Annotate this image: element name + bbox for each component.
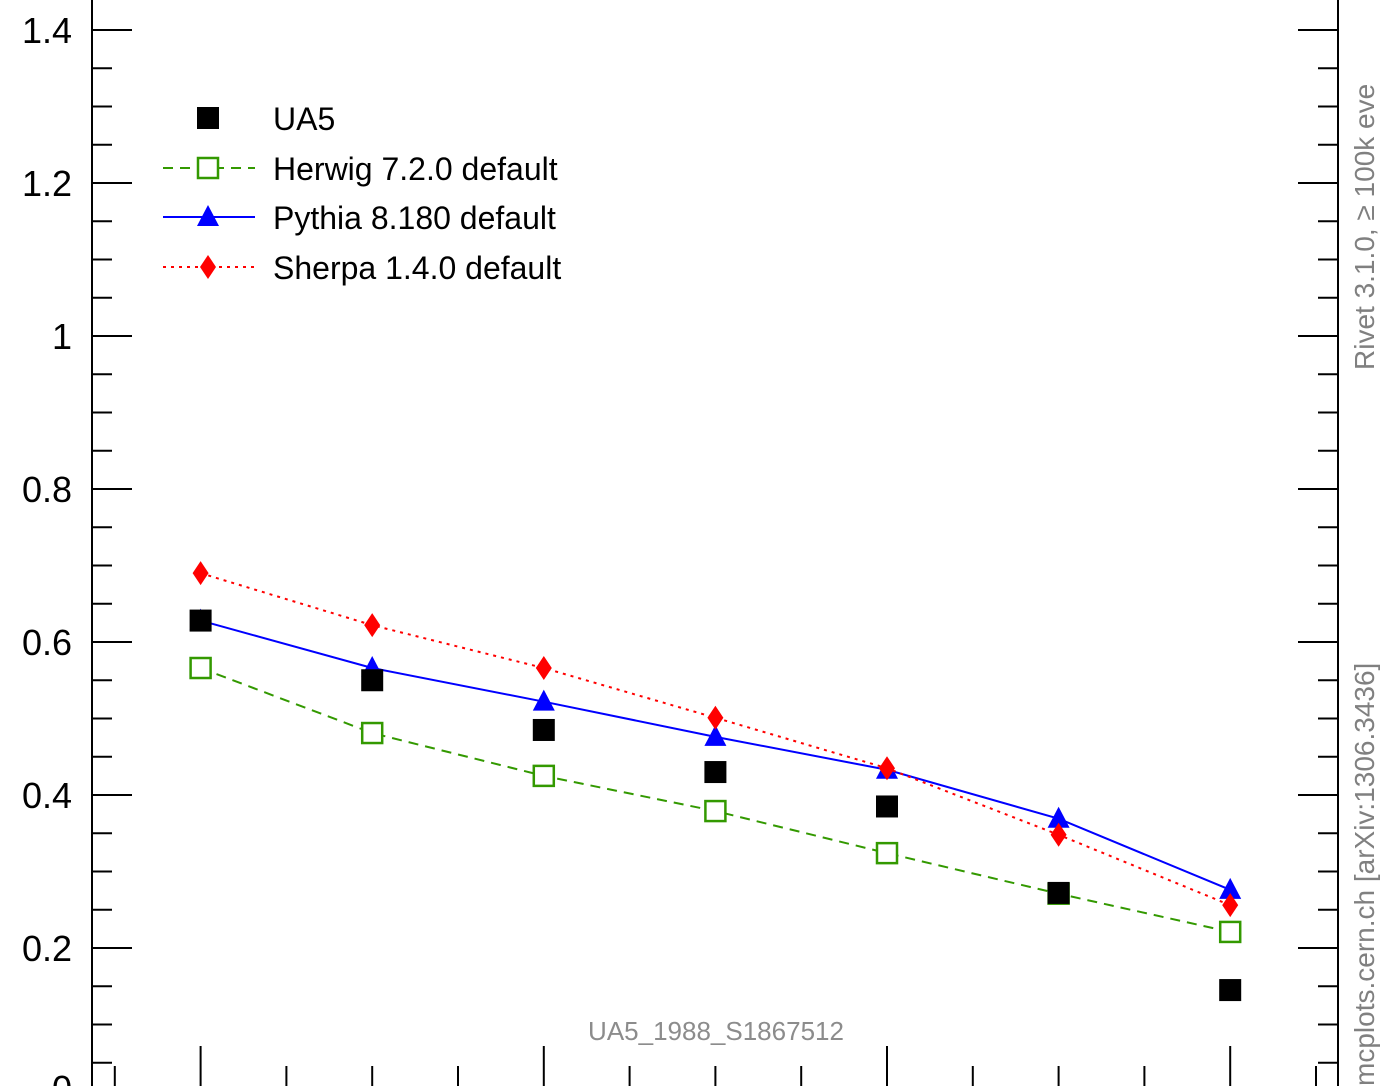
y-tick-label-2: 0.6	[22, 622, 72, 663]
y-tick-label-5: 1.2	[22, 163, 72, 204]
legend-entry-sherpa-1-4-0-default: Sherpa 1.4.0 default	[163, 250, 561, 286]
legend-entry-herwig-7-2-0-default: Herwig 7.2.0 default	[163, 151, 558, 187]
data-point-herwig-7-2-0-default	[1218, 920, 1242, 944]
series-herwig-7-2-0-default	[189, 656, 1242, 944]
legend-label-pythia-8-180-default: Pythia 8.180 default	[273, 200, 556, 236]
y-tick-label-4: 1	[52, 316, 72, 357]
series-layer	[189, 561, 1242, 1002]
y-tick-label-6: 1.4	[22, 10, 72, 51]
data-point-pythia-8-180-default	[704, 724, 727, 746]
data-point-ua5	[704, 761, 727, 784]
mcplots-reference-label: mcplots.cern.ch [arXiv:1306.3436]	[1349, 663, 1380, 1086]
legend-marker-pythia-8-180-default	[197, 205, 219, 226]
legend: UA5 Herwig 7.2.0 default Pythia 8.180 defa…	[163, 101, 561, 286]
legend-marker-herwig-7-2-0-default	[196, 156, 220, 180]
data-point-pythia-8-180-default	[532, 689, 555, 711]
tick-labels: 0.2 0.4 0.6 0.8 1 1.2 1.4	[22, 10, 72, 969]
data-point-sherpa-1-4-0-default	[364, 613, 381, 638]
y-tick-label-3: 0.8	[22, 469, 72, 510]
y-tick-label-0: 0.2	[22, 928, 72, 969]
data-point-sherpa-1-4-0-default	[1222, 893, 1239, 918]
data-point-herwig-7-2-0-default	[189, 656, 212, 680]
data-point-sherpa-1-4-0-default	[707, 705, 724, 730]
data-point-pythia-8-180-default	[1047, 806, 1070, 828]
data-point-ua5	[189, 609, 212, 632]
legend-label-sherpa-1-4-0-default: Sherpa 1.4.0 default	[273, 250, 561, 286]
data-point-sherpa-1-4-0-default	[1050, 822, 1067, 847]
y-tick-label-0: 0	[52, 1068, 72, 1086]
data-point-sherpa-1-4-0-default	[192, 561, 209, 586]
data-point-pythia-8-180-default	[1219, 877, 1242, 899]
data-point-herwig-7-2-0-default	[360, 721, 384, 745]
series-pythia-8-180-default	[189, 608, 1242, 899]
series-sherpa-1-4-0-default	[192, 561, 1239, 918]
legend-entry-ua5: UA5	[197, 101, 335, 137]
legend-label-ua5: UA5	[273, 101, 335, 137]
data-point-herwig-7-2-0-default	[532, 764, 556, 788]
legend-entry-pythia-8-180-default: Pythia 8.180 default	[163, 200, 556, 236]
series-line-pythia-8-180-default	[200, 619, 1231, 891]
plot-frame	[91, 0, 1339, 1086]
data-point-ua5	[1219, 979, 1242, 1002]
data-point-ua5	[532, 718, 555, 741]
data-point-ua5	[361, 669, 384, 692]
legend-marker-ua5	[197, 107, 219, 129]
axis-ticks	[92, 29, 1338, 1086]
rivet-version-label: Rivet 3.1.0, ≥ 100k eve	[1349, 84, 1380, 370]
data-point-herwig-7-2-0-default	[875, 841, 899, 865]
analysis-id-label: UA5_1988_S1867512	[588, 1016, 844, 1046]
data-point-sherpa-1-4-0-default	[535, 656, 552, 681]
data-point-ua5	[876, 795, 898, 818]
data-point-sherpa-1-4-0-default	[879, 756, 895, 781]
y-tick-label-1: 0.4	[22, 775, 72, 816]
legend-marker-sherpa-1-4-0-default	[200, 255, 216, 279]
data-point-herwig-7-2-0-default	[704, 799, 727, 823]
legend-label-herwig-7-2-0-default: Herwig 7.2.0 default	[273, 151, 558, 187]
series-ua5	[189, 609, 1242, 1002]
data-point-ua5	[1047, 881, 1070, 904]
